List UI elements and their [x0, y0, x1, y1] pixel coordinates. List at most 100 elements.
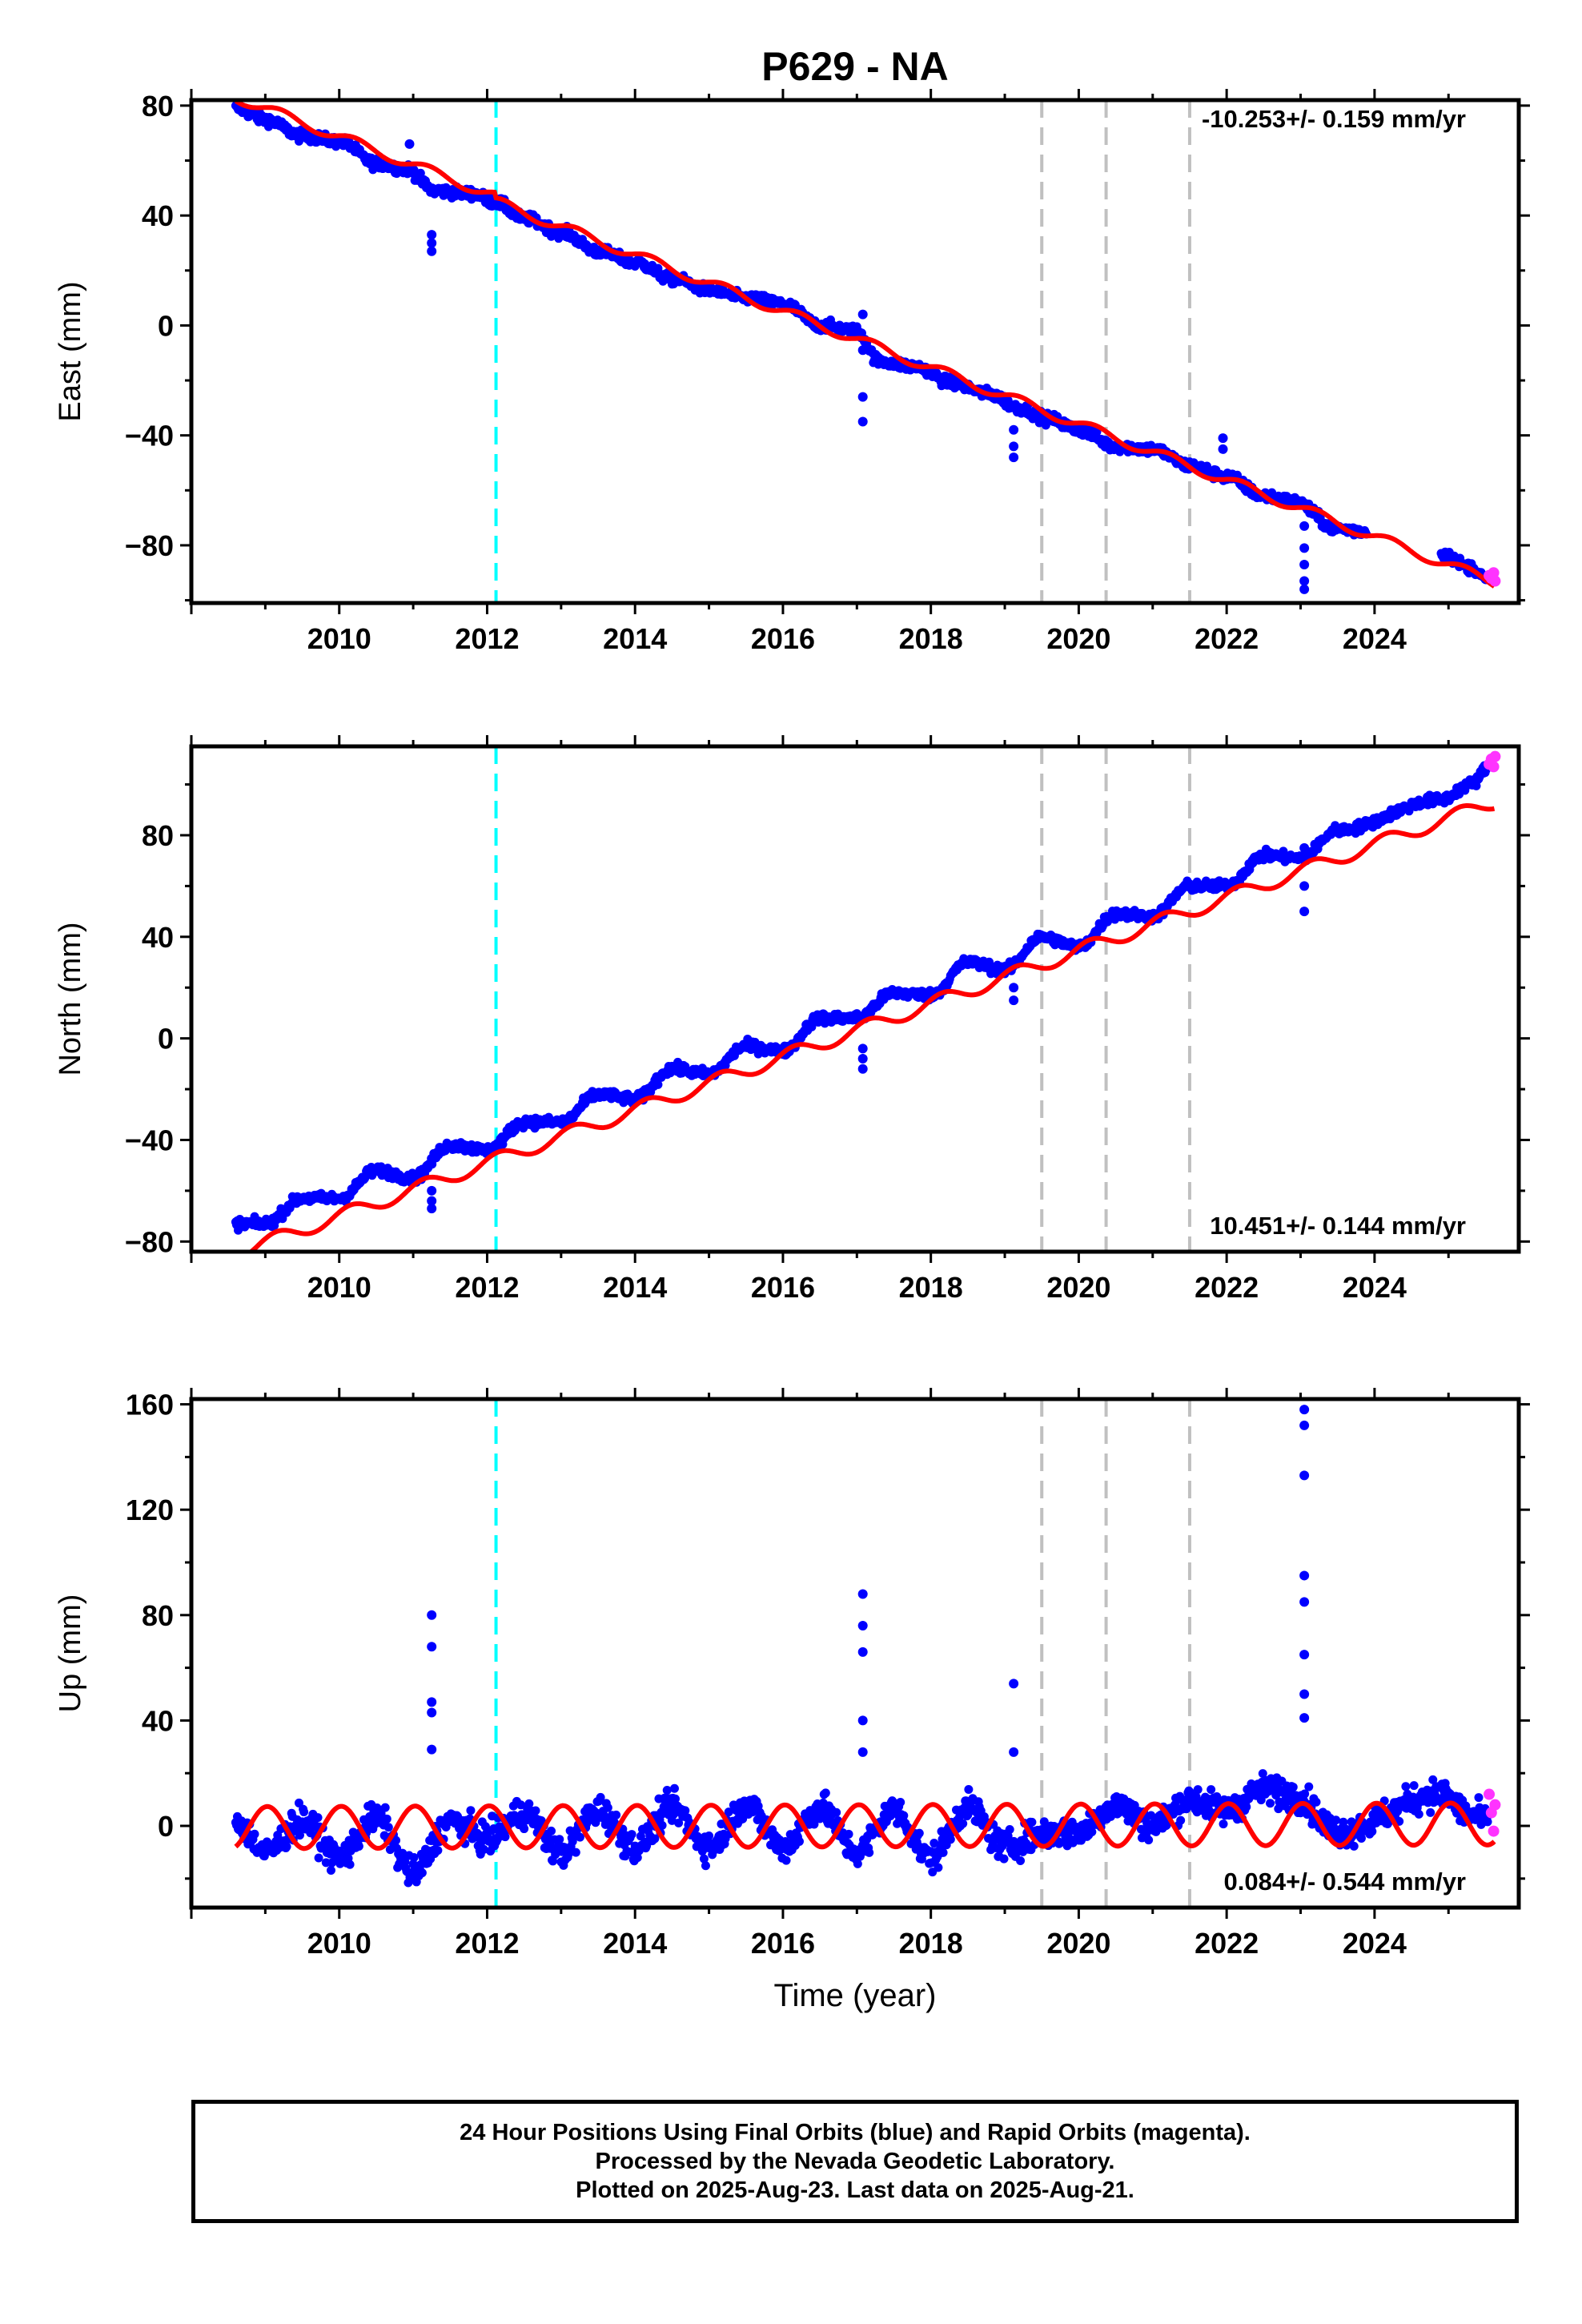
x-tick-label: 2012 — [455, 622, 519, 655]
x-tick-label: 2018 — [899, 1271, 963, 1304]
final-orbit-point — [524, 1799, 534, 1808]
final-orbit-point — [807, 1022, 817, 1031]
x-tick-label: 2016 — [751, 1927, 815, 1960]
final-orbit-point — [500, 1832, 510, 1842]
final-orbit-point — [1207, 1785, 1216, 1795]
final-orbit-point — [681, 1806, 690, 1815]
outlier-point — [427, 1642, 437, 1652]
outlier-point — [857, 1647, 868, 1657]
x-tick-label: 2016 — [751, 622, 815, 655]
final-orbit-point — [466, 1806, 476, 1815]
outlier-point — [1009, 441, 1019, 452]
final-orbit-point — [844, 1829, 853, 1839]
final-orbit-point — [479, 1844, 488, 1854]
final-orbit-point — [1331, 1815, 1341, 1825]
final-orbit-point — [1300, 1789, 1310, 1799]
rapid-orbit-point — [1488, 761, 1500, 773]
final-orbit-point — [657, 1820, 667, 1830]
outlier-point — [427, 1610, 437, 1620]
final-orbit-point — [313, 1813, 323, 1823]
final-orbit-point — [809, 1819, 819, 1829]
final-orbit-point — [1356, 1833, 1366, 1843]
final-orbit-point — [653, 1080, 663, 1089]
x-tick-label: 2018 — [899, 1927, 963, 1960]
final-orbit-point — [1274, 1804, 1283, 1814]
y-tick-label: 0 — [158, 1023, 174, 1055]
final-orbit-points — [231, 101, 1493, 585]
y-tick-label: 0 — [158, 1810, 174, 1843]
final-orbit-point — [999, 1854, 1009, 1864]
final-orbit-point — [417, 1868, 427, 1878]
final-orbit-point — [865, 1848, 874, 1857]
outlier-point — [1299, 521, 1310, 531]
final-orbit-point — [282, 1842, 291, 1852]
x-tick-label: 2022 — [1195, 1927, 1259, 1960]
outlier-point — [857, 1063, 868, 1074]
outlier-point — [1299, 881, 1310, 891]
final-orbit-point — [516, 1800, 526, 1810]
final-orbit-point — [571, 1848, 580, 1857]
outlier-point — [1299, 842, 1310, 853]
plot-frame — [189, 1397, 1521, 1910]
final-orbit-point — [294, 1798, 303, 1807]
final-orbit-point — [781, 1856, 791, 1865]
final-orbit-point — [520, 1824, 529, 1834]
plot-area — [231, 1399, 1501, 1908]
x-tick-label: 2014 — [603, 1271, 667, 1304]
final-orbit-point — [1258, 1769, 1267, 1779]
outlier-point — [1218, 433, 1228, 444]
outlier-point — [427, 1744, 437, 1755]
y-axis-label: East (mm) — [54, 281, 87, 421]
final-orbit-point — [724, 1807, 733, 1817]
caption-line-1: 24 Hour Positions Using Final Orbits (bl… — [460, 2120, 1251, 2145]
final-orbit-point — [701, 1861, 710, 1871]
rapid-orbit-point — [1489, 1799, 1501, 1811]
outlier-point — [1009, 995, 1019, 1006]
outlier-point — [1299, 1650, 1310, 1660]
model-curve — [234, 100, 1496, 589]
rapid-orbit-points — [1484, 750, 1501, 773]
figure-title: P629 - NA — [761, 44, 948, 89]
final-orbit-point — [1474, 1793, 1484, 1803]
y-tick-label: −40 — [125, 1124, 174, 1156]
final-orbit-point — [1401, 1782, 1411, 1791]
final-orbit-point — [1087, 1827, 1097, 1836]
up-panel: 2010 2012 2014 2016 2018 2020 2022 202416012080… — [54, 1388, 1530, 2013]
x-tick-label: 2014 — [603, 622, 667, 655]
final-orbit-point — [674, 1818, 684, 1827]
final-orbit-point — [662, 1786, 672, 1795]
final-orbit-point — [821, 1788, 830, 1798]
final-orbit-point — [603, 1803, 612, 1812]
outlier-point — [857, 1620, 868, 1630]
final-orbit-point — [345, 1860, 355, 1869]
x-tick-label: 2014 — [603, 1927, 667, 1960]
y-tick-label: 40 — [142, 199, 174, 232]
final-orbit-point — [1266, 1799, 1275, 1808]
outlier-point — [427, 246, 437, 256]
outlier-point — [427, 1204, 437, 1214]
y-tick-label: −40 — [125, 420, 174, 452]
x-tick-label: 2018 — [899, 622, 963, 655]
final-orbit-point — [1414, 1809, 1423, 1819]
outlier-point — [427, 1185, 437, 1196]
final-orbit-point — [1311, 1797, 1321, 1807]
outlier-point — [427, 1697, 437, 1707]
final-orbit-point — [1005, 1824, 1014, 1834]
final-orbit-point — [669, 1783, 679, 1793]
outlier-point — [857, 309, 868, 320]
plot-frame — [189, 744, 1521, 1254]
final-orbit-point — [938, 1848, 948, 1857]
plot-frame — [189, 98, 1521, 605]
outlier-point — [857, 1747, 868, 1757]
x-tick-label: 2010 — [307, 1271, 371, 1304]
plot-area — [231, 746, 1501, 1252]
outlier-point — [1299, 1597, 1310, 1607]
outlier-point — [404, 139, 415, 149]
final-orbit-point — [382, 1814, 391, 1823]
outlier-point — [1009, 424, 1019, 435]
x-tick-label: 2020 — [1046, 1927, 1110, 1960]
final-orbit-point — [314, 1853, 323, 1863]
rapid-orbit-point — [1489, 750, 1501, 762]
outlier-point — [857, 1589, 868, 1599]
final-orbit-point — [1204, 1804, 1214, 1814]
